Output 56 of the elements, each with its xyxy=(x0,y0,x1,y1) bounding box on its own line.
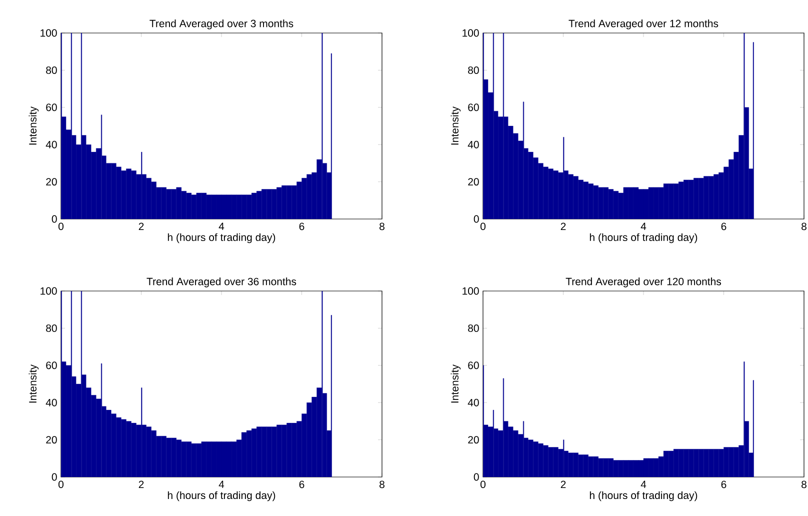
x-tick-label: 6 xyxy=(721,222,726,230)
y-tick-label: 0 xyxy=(474,215,479,223)
x-axis-title: h (hours of trading day) xyxy=(590,233,698,244)
y-tick-label: 80 xyxy=(468,324,479,332)
y-tick-label: 80 xyxy=(46,66,57,74)
y-tick-label: 60 xyxy=(46,104,57,112)
chart-title: Trend Averaged over 3 months xyxy=(150,20,294,30)
chart-title: Trend Averaged over 12 months xyxy=(568,20,718,30)
x-tick-label: 6 xyxy=(299,480,304,488)
y-tick-label: 100 xyxy=(462,287,479,295)
y-tick-label: 0 xyxy=(474,473,479,481)
y-tick-label: 100 xyxy=(462,29,479,37)
x-tick-label: 2 xyxy=(560,222,566,230)
x-tick-label: 6 xyxy=(299,222,304,230)
x-tick-label: 4 xyxy=(218,222,224,230)
y-tick-label: 60 xyxy=(468,362,479,370)
x-axis-title: h (hours of trading day) xyxy=(168,233,276,244)
y-tick-label: 20 xyxy=(46,436,57,444)
x-tick-label: 0 xyxy=(480,480,486,488)
y-tick-label: 80 xyxy=(468,66,479,74)
y-tick-label: 40 xyxy=(46,140,57,148)
y-tick-label: 40 xyxy=(468,140,479,148)
x-tick-label: 8 xyxy=(802,480,806,488)
y-axis-title: Intensity xyxy=(450,364,461,403)
x-tick-label: 8 xyxy=(380,222,384,230)
y-axis-title: Intensity xyxy=(450,106,461,145)
x-axis-title: h (hours of trading day) xyxy=(168,491,276,502)
y-tick-label: 100 xyxy=(40,29,57,37)
x-tick-label: 4 xyxy=(640,480,646,488)
x-tick-label: 6 xyxy=(721,480,726,488)
y-tick-label: 60 xyxy=(468,104,479,112)
y-tick-label: 60 xyxy=(46,362,57,370)
x-tick-label: 4 xyxy=(218,480,224,488)
y-tick-label: 0 xyxy=(52,215,57,223)
x-tick-label: 0 xyxy=(58,480,64,488)
x-tick-label: 4 xyxy=(640,222,646,230)
y-tick-label: 80 xyxy=(46,324,57,332)
x-axis-title: h (hours of trading day) xyxy=(590,491,698,502)
y-axis-title: Intensity xyxy=(28,106,39,145)
y-tick-label: 20 xyxy=(468,436,479,444)
y-tick-label: 0 xyxy=(52,473,57,481)
x-tick-label: 2 xyxy=(138,480,144,488)
y-axis-title: Intensity xyxy=(28,364,39,403)
y-tick-label: 40 xyxy=(46,398,57,406)
y-tick-label: 20 xyxy=(46,178,57,186)
x-tick-label: 0 xyxy=(480,222,486,230)
x-tick-label: 8 xyxy=(380,480,384,488)
x-tick-label: 2 xyxy=(138,222,144,230)
x-tick-label: 2 xyxy=(560,480,566,488)
x-tick-label: 8 xyxy=(802,222,806,230)
x-tick-label: 0 xyxy=(58,222,64,230)
y-tick-label: 20 xyxy=(468,178,479,186)
chart-title: Trend Averaged over 120 months xyxy=(566,278,722,288)
y-tick-label: 40 xyxy=(468,398,479,406)
chart-title: Trend Averaged over 36 months xyxy=(146,278,296,288)
y-tick-label: 100 xyxy=(40,287,57,295)
